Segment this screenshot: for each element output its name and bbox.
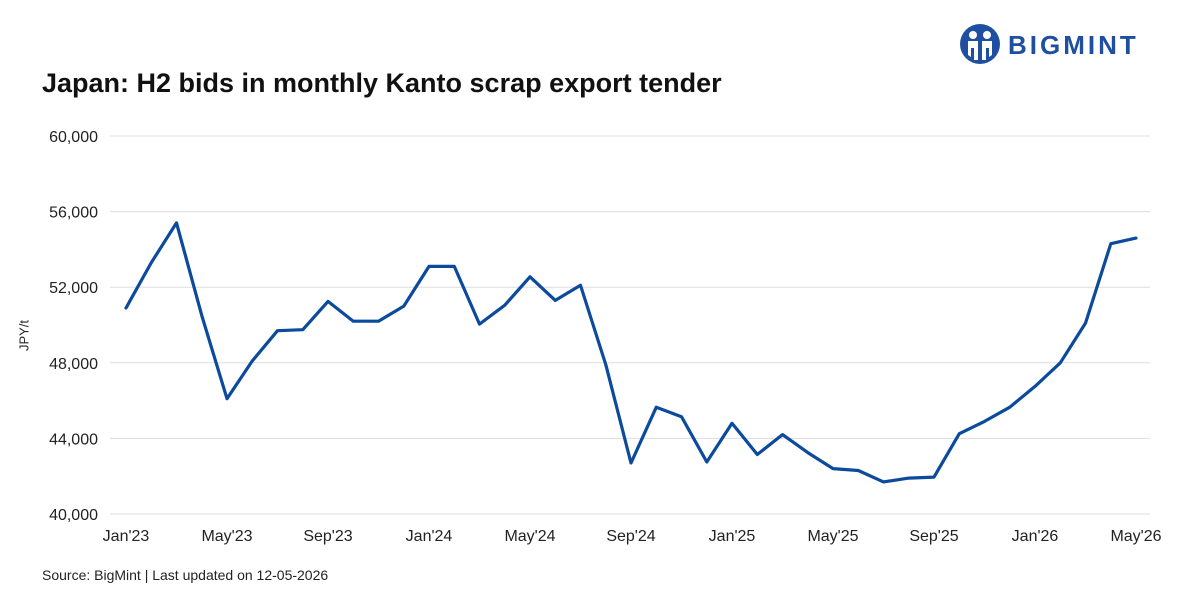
x-tick-label: Sep'25 [909,528,958,545]
x-tick-label: May'25 [807,528,858,545]
x-tick-label: Sep'23 [303,528,352,545]
y-tick-label: 52,000 [49,280,98,297]
x-tick-label: May'23 [201,528,252,545]
brand-logo: BIGMINT [958,22,1188,66]
chart-title: Japan: H2 bids in monthly Kanto scrap ex… [42,68,722,98]
series-line [124,221,1138,484]
x-tick-label: Sep'24 [606,528,655,545]
y-tick-label: 60,000 [49,129,98,146]
source-note: Source: BigMint | Last updated on 12-05-… [42,567,329,583]
y-tick-label: 56,000 [49,205,98,222]
y-tick-label: 44,000 [49,431,98,448]
y-tick-label: 40,000 [49,507,98,524]
x-tick-label: Jan'23 [103,528,150,545]
x-tick-label: May'24 [504,528,555,545]
x-tick-label: Jan'24 [406,528,453,545]
brand-name: BIGMINT [1008,30,1139,60]
y-tick-label: 48,000 [49,356,98,373]
x-tick-label: Jan'25 [709,528,756,545]
x-tick-label: May'26 [1110,528,1161,545]
bigmint-logo-icon [960,24,1000,64]
x-tick-label: Jan'26 [1012,528,1059,545]
